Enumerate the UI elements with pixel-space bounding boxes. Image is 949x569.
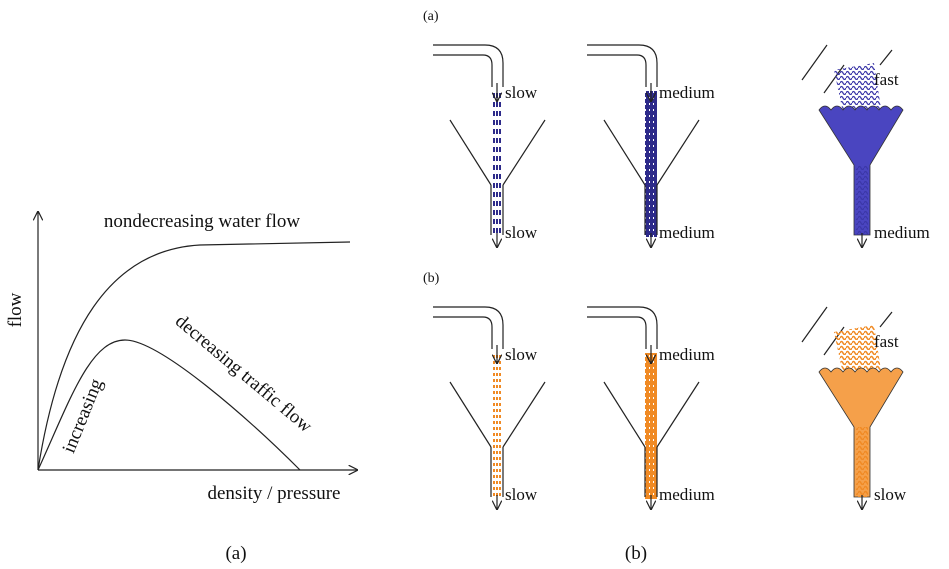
funnel: fast medium (802, 45, 930, 247)
row-label: (b) (423, 271, 440, 286)
figure: flow density / pressure nondecreasing wa… (0, 0, 949, 569)
funnel-row: (b) slow slow medium medium fast slow (423, 271, 907, 509)
pipe (587, 55, 646, 87)
funnel-wall (657, 120, 699, 185)
funnel-wall (657, 382, 699, 447)
funnel: fast slow (802, 307, 907, 509)
stream (856, 165, 868, 235)
funnel-wall (503, 382, 545, 447)
x-label: density / pressure (208, 483, 341, 504)
top-label: fast (874, 70, 899, 89)
bottom-label: slow (874, 485, 907, 504)
funnel-wall (450, 382, 491, 447)
funnel: slow slow (433, 307, 545, 509)
top-label: slow (505, 345, 538, 364)
funnel-wall (450, 120, 491, 185)
bottom-label: medium (659, 485, 715, 504)
stream (856, 427, 868, 497)
caption: (b) (625, 543, 647, 564)
top-label: fast (874, 332, 899, 351)
funnel-panel: (b) (a)slowslowmediummediumfastmedium(b)… (423, 9, 930, 564)
funnel: slow slow (433, 45, 545, 247)
funnel-wall (503, 120, 545, 185)
water-curve-label: nondecreasing water flow (104, 211, 301, 232)
top-label: medium (659, 83, 715, 102)
bottom-label: slow (505, 223, 538, 242)
bottom-label: medium (659, 223, 715, 242)
bottom-label: slow (505, 485, 538, 504)
y-label: flow (5, 292, 26, 327)
caption: (a) (225, 543, 246, 564)
stream (645, 353, 657, 499)
stream (645, 91, 657, 237)
rising-label: increasing (59, 375, 108, 456)
pipe (587, 317, 646, 349)
top-label: slow (505, 83, 538, 102)
flow-graph: flow density / pressure nondecreasing wa… (5, 211, 357, 564)
funnel-wall (604, 120, 645, 185)
funnel: medium medium (587, 307, 715, 509)
pipe (433, 317, 492, 349)
funnel-row: (a) slow slow medium medium fast medium (423, 9, 930, 247)
pipe (433, 55, 492, 87)
funnel-wall (604, 382, 645, 447)
top-label: medium (659, 345, 715, 364)
falling-label: decreasing traffic flow (171, 311, 316, 438)
funnel: medium medium (587, 45, 715, 247)
row-label: (a) (423, 9, 439, 24)
bottom-label: medium (874, 223, 930, 242)
